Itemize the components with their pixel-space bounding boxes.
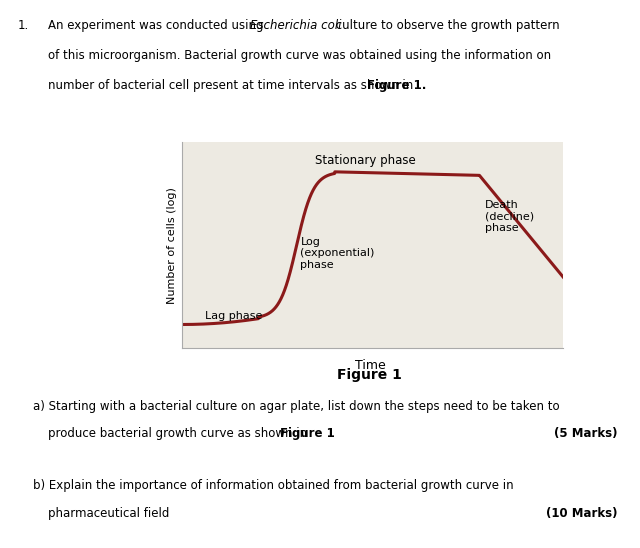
Text: b) Explain the importance of information obtained from bacterial growth curve in: b) Explain the importance of information…	[33, 480, 514, 493]
Text: Death
(decline)
phase: Death (decline) phase	[485, 200, 534, 233]
Text: of this microorganism. Bacterial growth curve was obtained using the information: of this microorganism. Bacterial growth …	[48, 49, 551, 62]
Text: Lag phase: Lag phase	[205, 311, 262, 321]
Text: (10 Marks): (10 Marks)	[546, 507, 618, 520]
Text: a) Starting with a bacterial culture on agar plate, list down the steps need to : a) Starting with a bacterial culture on …	[33, 400, 560, 413]
Text: number of bacterial cell present at time intervals as shown in: number of bacterial cell present at time…	[48, 79, 417, 93]
Y-axis label: Number of cells (log): Number of cells (log)	[167, 187, 177, 304]
Text: pharmaceutical field: pharmaceutical field	[48, 507, 170, 520]
Text: 1.: 1.	[18, 19, 29, 32]
Text: produce bacterial growth curve as shown in: produce bacterial growth curve as shown …	[48, 427, 311, 441]
Text: Stationary phase: Stationary phase	[315, 155, 415, 168]
Text: Figure 1: Figure 1	[280, 427, 335, 441]
Text: culture to observe the growth pattern: culture to observe the growth pattern	[332, 19, 559, 32]
Text: Escherichia coli: Escherichia coli	[250, 19, 341, 32]
Text: Time: Time	[355, 359, 385, 372]
Text: (5 Marks): (5 Marks)	[554, 427, 618, 441]
Text: An experiment was conducted using: An experiment was conducted using	[48, 19, 268, 32]
Text: Log
(exponential)
phase: Log (exponential) phase	[300, 237, 375, 270]
Text: Figure 1: Figure 1	[337, 368, 403, 383]
Text: Figure 1.: Figure 1.	[367, 79, 426, 93]
